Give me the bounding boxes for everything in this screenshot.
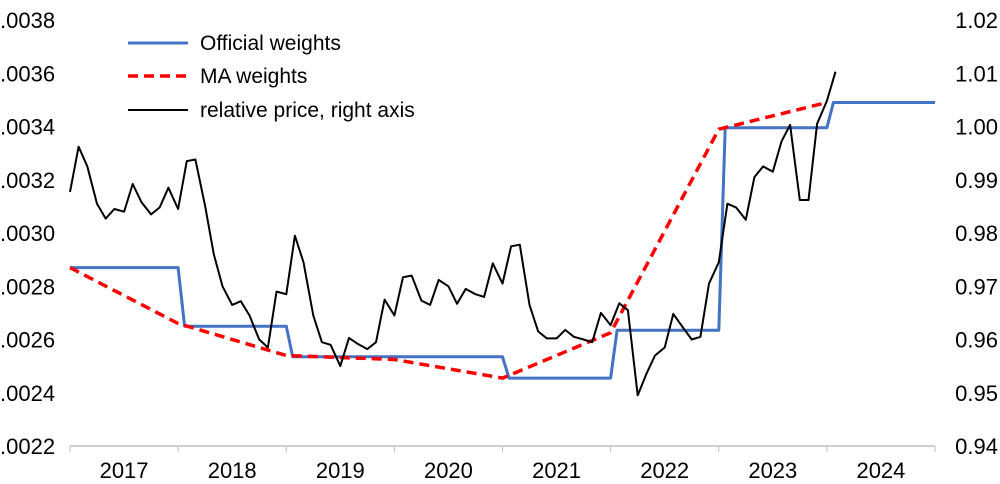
left-tick-label: .0028: [0, 274, 55, 299]
x-tick-label: 2017: [100, 458, 149, 483]
left-axis-ticks: .0022 .0024 .0026 .0028 .0030 .0032 .0034 .0036…: [0, 8, 55, 459]
left-tick-label: .0038: [0, 8, 55, 33]
left-tick-label: .0022: [0, 434, 55, 459]
left-tick-label: .0030: [0, 221, 55, 246]
legend-label-2: relative price, right axis: [200, 99, 415, 122]
legend-label-0: Official weights: [200, 32, 341, 55]
series-layer: [69, 71, 935, 397]
x-tick-label: 2022: [640, 458, 689, 483]
left-tick-label: .0032: [0, 168, 55, 193]
series-line-0: [70, 101, 935, 380]
legend: Official weights MA weights relative price…: [120, 18, 440, 130]
x-tick-label: 2019: [316, 458, 365, 483]
x-tick-label: 2023: [748, 458, 797, 483]
right-tick-label: 0.94: [955, 434, 998, 459]
axes: [69, 445, 936, 452]
right-tick-label: 0.95: [955, 381, 998, 406]
x-axis-ticks: 2017 2018 2019 2020 2021 2022 2023 2024: [100, 458, 906, 483]
right-tick-label: 1.01: [955, 61, 998, 86]
right-axis-ticks: 0.94 0.95 0.96 0.97 0.98 0.99 1.00 1.01 1.02: [955, 8, 998, 459]
right-tick-label: 1.00: [955, 115, 998, 140]
left-tick-label: .0036: [0, 61, 55, 86]
left-tick-label: .0024: [0, 381, 55, 406]
x-tick-label: 2020: [424, 458, 473, 483]
right-tick-label: 0.98: [955, 221, 998, 246]
x-tick-label: 2021: [532, 458, 581, 483]
x-tick-label: 2018: [208, 458, 257, 483]
series-line-2: [69, 71, 837, 397]
right-tick-label: 0.97: [955, 274, 998, 299]
right-tick-label: 1.02: [955, 8, 998, 33]
legend-box: [120, 18, 440, 130]
right-tick-label: 0.96: [955, 328, 998, 353]
series-line-1: [69, 100, 828, 380]
left-tick-label: .0026: [0, 328, 55, 353]
left-tick-label: .0034: [0, 115, 55, 140]
right-tick-label: 0.99: [955, 168, 998, 193]
legend-label-1: MA weights: [200, 65, 307, 88]
x-tick-label: 2024: [856, 458, 905, 483]
